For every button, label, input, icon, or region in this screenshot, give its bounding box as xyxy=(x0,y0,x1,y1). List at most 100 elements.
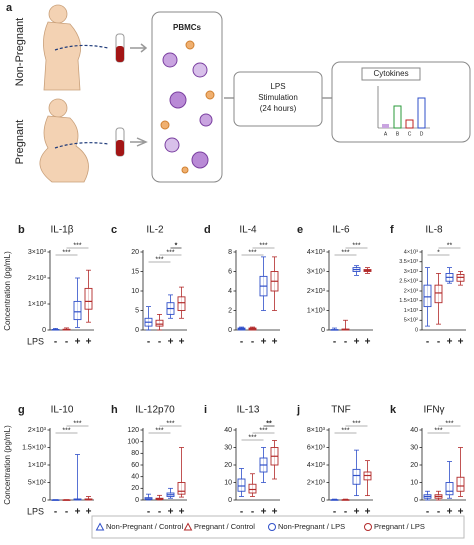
significance-label: *** xyxy=(73,420,81,427)
lps-sign: - xyxy=(333,337,336,348)
legend-label: Non-Pregnant / LPS xyxy=(278,522,345,531)
y-tick-label: 0 xyxy=(135,327,139,334)
panel-letter: e xyxy=(297,224,303,236)
y-tick-label: 120 xyxy=(127,427,139,434)
group-label: Non-Pregnant xyxy=(14,18,26,87)
panel-letter: k xyxy=(390,404,397,416)
inset-label: D xyxy=(420,131,424,137)
box xyxy=(177,296,186,311)
panel-title: TNF xyxy=(331,405,350,416)
y-tick-label: 30 xyxy=(224,444,232,451)
y-tick-label: 0 xyxy=(321,497,325,504)
y-tick-label: 1×10³ xyxy=(404,308,418,314)
arrow xyxy=(54,142,109,149)
significance-label: * xyxy=(175,242,178,249)
legend-label: Pregnant / LPS xyxy=(374,522,425,531)
lps-sign: - xyxy=(344,507,347,518)
lps-label: LPS xyxy=(27,506,44,516)
y-tick-label: 3×10³ xyxy=(404,269,418,275)
lps-label: LPS xyxy=(27,336,44,346)
significance-label: *** xyxy=(62,427,70,434)
y-tick-label: 0 xyxy=(321,327,325,334)
panel-title: IL-1β xyxy=(51,225,74,236)
significance-label: *** xyxy=(352,242,360,249)
y-tick-label: 40 xyxy=(224,427,232,434)
lps-sign: - xyxy=(426,337,429,348)
significance-label: *** xyxy=(248,249,256,256)
legend-marker xyxy=(364,523,372,531)
lps-sign: + xyxy=(365,337,371,348)
y-tick-label: 20 xyxy=(410,462,418,469)
lps-sign: + xyxy=(458,507,464,518)
inset-illustration xyxy=(377,86,430,129)
box xyxy=(445,482,454,496)
lps-sign: - xyxy=(437,337,440,348)
significance-label: *** xyxy=(166,420,174,427)
inset-label: A xyxy=(384,131,388,137)
panel-letter: f xyxy=(390,224,394,236)
significance-label: *** xyxy=(434,427,442,434)
y-tick-label: 3×10³ xyxy=(307,268,326,275)
lps-sign: + xyxy=(179,337,185,348)
panel-letter: h xyxy=(111,404,118,416)
result-title: Cytokines xyxy=(373,69,408,78)
y-tick-label: 2×10³ xyxy=(307,288,326,295)
lps-sign: - xyxy=(147,507,150,518)
significance-label: *** xyxy=(155,256,163,263)
y-tick-label: 1.5×10³ xyxy=(22,444,47,451)
legend-label: Pregnant / Control xyxy=(194,522,255,531)
lps-sign: - xyxy=(344,337,347,348)
significance-label: *** xyxy=(352,420,360,427)
y-tick-label: 2.5×10³ xyxy=(399,279,418,285)
inset-label: B xyxy=(396,131,400,137)
group-label: Pregnant xyxy=(14,120,26,165)
y-tick-label: 20 xyxy=(224,462,232,469)
box xyxy=(84,287,93,310)
significance-label: *** xyxy=(259,242,267,249)
legend-label: Non-Pregnant / Control xyxy=(106,522,183,531)
lps-sign: + xyxy=(86,337,92,348)
significance-label: *** xyxy=(62,249,70,256)
lps-sign: + xyxy=(261,337,267,348)
y-tick-label: 1×10³ xyxy=(307,307,326,314)
box xyxy=(248,483,257,494)
cells-title: PBMCs xyxy=(173,23,202,32)
significance-label: *** xyxy=(248,434,256,441)
box xyxy=(423,284,432,308)
legend-marker xyxy=(95,522,105,531)
lps-sign: + xyxy=(75,337,81,348)
cell-illustration xyxy=(160,40,215,174)
y-tick-label: 0 xyxy=(135,497,139,504)
y-tick-label: 2×10³ xyxy=(307,479,326,486)
arrow xyxy=(130,43,148,147)
box xyxy=(177,482,186,495)
y-tick-label: 4×10³ xyxy=(307,249,326,256)
box xyxy=(155,319,164,327)
panel-title: IL-12p70 xyxy=(135,405,175,416)
legend-marker xyxy=(268,523,276,531)
panel-title: IL-4 xyxy=(239,225,257,236)
legend-marker xyxy=(183,522,193,531)
stim-text: Stimulation xyxy=(258,93,298,102)
y-tick-label: 60 xyxy=(131,462,139,469)
panel-title: IL-13 xyxy=(237,405,260,416)
box xyxy=(73,300,82,321)
panel-title: IL-10 xyxy=(51,405,74,416)
y-tick-label: 0 xyxy=(42,327,46,334)
y-tick-label: 2 xyxy=(228,307,232,314)
y-tick-label: 0 xyxy=(415,327,418,333)
lps-sign: + xyxy=(86,507,92,518)
y-tick-label: 30 xyxy=(410,444,418,451)
panel-letter: c xyxy=(111,224,117,236)
lps-sign: - xyxy=(240,507,243,518)
lps-sign: - xyxy=(54,507,57,518)
panel-letter: i xyxy=(204,404,207,416)
lps-sign: + xyxy=(447,507,453,518)
y-tick-label: 4×10³ xyxy=(307,462,326,469)
lps-sign: - xyxy=(251,337,254,348)
lps-sign: - xyxy=(437,507,440,518)
panel-letter: b xyxy=(18,224,25,236)
y-tick-label: 8×10³ xyxy=(307,427,326,434)
significance-label: ** xyxy=(447,242,453,249)
